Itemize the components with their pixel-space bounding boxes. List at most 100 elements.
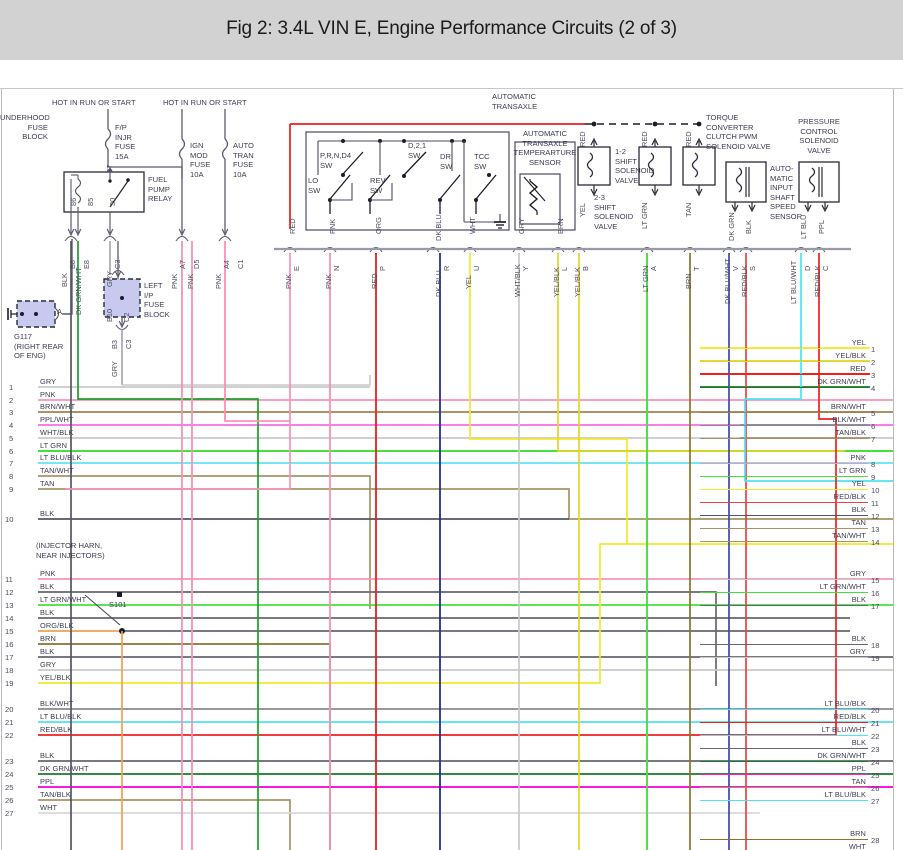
- switch-d21-label: D,2,1 SW: [408, 141, 426, 160]
- right-rail-wire-label: RED/BLK: [833, 712, 866, 721]
- left-rail-wire-label: WHT: [40, 803, 58, 812]
- left-rail-number: 13: [5, 601, 14, 610]
- left-rail-wire-label: BLK: [40, 647, 55, 656]
- tc2-l3: VALVE: [615, 175, 639, 185]
- left-rail-number: 14: [5, 614, 14, 623]
- left-rail-number: 22: [5, 731, 14, 740]
- pin-a4: A4: [222, 259, 231, 269]
- transaxle-pin-v: V: [731, 266, 740, 271]
- left-rail-number: 19: [5, 679, 14, 688]
- transaxle-pin-u: U: [472, 265, 481, 271]
- ufb-line-1: UNDERHOOD: [0, 113, 50, 122]
- right-rail-wire-stub: [700, 489, 868, 490]
- transaxle-color-a: LT GRN: [641, 265, 650, 292]
- right-rail-number: 10: [871, 486, 880, 495]
- left-rail-number: 3: [9, 408, 14, 417]
- right-rail-wire-stub: [700, 412, 868, 413]
- relay-l2: RELAY: [148, 194, 173, 203]
- pin-b10: B10: [105, 308, 114, 322]
- diagram-canvas: UNDERHOOD FUSE BLOCK HOT IN RUN OR START…: [0, 88, 903, 850]
- right-rail-number: 21: [871, 719, 880, 728]
- wire-label-red-4: RED: [684, 131, 693, 147]
- right-rail-wire-label: TAN/WHT: [832, 531, 866, 540]
- left-rail-number: 15: [5, 627, 14, 636]
- transaxle-color-l: YEL/BLK: [552, 267, 561, 297]
- fuse0-l0: F/P: [115, 123, 127, 132]
- g117-l2: OF ENG): [14, 351, 46, 360]
- wire-label-ltgrn: LT GRN: [640, 202, 649, 229]
- right-rail-number: 22: [871, 732, 880, 741]
- left-rail-number: 8: [9, 472, 14, 481]
- right-rail-wire-label: WHT: [848, 842, 866, 850]
- transaxle-color-e: PNK: [284, 273, 293, 289]
- right-rail-wire-stub: [700, 735, 868, 736]
- tc4-l5: SENSOR: [770, 211, 803, 221]
- sw1-l1: SW: [308, 185, 321, 195]
- diagram-frame: [1, 89, 894, 850]
- right-rail-number: 27: [871, 797, 880, 806]
- left-rail-wire-label: LT GRN/WHT: [40, 595, 87, 604]
- right-rail-wire-stub: [700, 748, 868, 749]
- right-rail-wire-stub: [700, 592, 868, 593]
- right-rail-wire-stub: [700, 644, 868, 645]
- pin-c2: C2: [122, 312, 131, 322]
- tc4-l1: MATIC: [770, 173, 794, 183]
- lipfb-l2: FUSE: [144, 300, 165, 309]
- left-rail-wire-label: YEL/BLK: [40, 673, 71, 682]
- sw0-l1: SW: [320, 160, 333, 170]
- switch-rev-label: REV SW: [370, 176, 386, 195]
- transaxle-color-p: RED: [370, 273, 379, 289]
- color-pnk-d5: PNK: [186, 273, 195, 289]
- tcc-pwm-solenoid-label: TORQUE CONVERTER CLUTCH PWM SOLENOID VAL…: [706, 113, 771, 151]
- transaxle-color-d: LT BLU/WHT: [789, 260, 798, 304]
- left-rail-wire-label: WHT/BLK: [40, 428, 74, 437]
- transaxle-pin-e: E: [292, 266, 301, 271]
- wire-label-red-2: RED: [578, 131, 587, 147]
- sw2-l0: REV: [370, 176, 386, 185]
- left-rail-wire-label: TAN/WHT: [40, 466, 74, 475]
- temperature-sensor-label: AUTOMATIC TRANSAXLE TEMPERARTURE SENSOR: [508, 129, 582, 167]
- right-rail-wire-label: BLK/WHT: [832, 415, 866, 424]
- right-rail-number: 9: [871, 473, 876, 482]
- pin-c3: C3: [113, 259, 122, 269]
- tc0-l1: TRANSAXLE: [522, 138, 568, 148]
- right-rail-wire-label: DK GRN/WHT: [817, 377, 866, 386]
- lipfb-l0: LEFT: [144, 281, 163, 290]
- tc4-l3: SHAFT: [770, 192, 795, 202]
- wire-label-ppl: PPL: [817, 220, 826, 234]
- fp-injr-fuse-label: F/P INJR FUSE 15A: [115, 123, 135, 161]
- right-rail-wire-label: RED/BLK: [833, 492, 866, 501]
- left-rail-wire-label: BLK: [40, 582, 55, 591]
- right-rail-wire-stub: [700, 579, 868, 580]
- right-rail-wire-label: RED: [850, 364, 866, 373]
- left-rail-wire-label: PNK: [40, 390, 56, 399]
- left-rail-number: 17: [5, 653, 14, 662]
- left-rail-number: 1: [9, 383, 14, 392]
- right-rail-wire-stub: [700, 761, 868, 762]
- right-rail-wire-label: BLK: [851, 634, 866, 643]
- wire-label-brn-e: BRN: [556, 218, 565, 234]
- fuse1-l3: 10A: [190, 169, 204, 179]
- left-rail-number: 11: [5, 575, 13, 584]
- right-rail-number: 11: [871, 499, 879, 508]
- tc1-l3: VALVE: [594, 221, 618, 231]
- left-rail-number: 12: [5, 588, 14, 597]
- left-rail-number: 2: [9, 396, 14, 405]
- left-rail-number: 20: [5, 705, 14, 714]
- wire-label-dkblu-b: DK BLU: [434, 214, 443, 241]
- left-rail-wire-label: PNK: [40, 569, 56, 578]
- right-rail-wire-stub: [700, 722, 868, 723]
- tc3-l1: CONVERTER: [706, 122, 754, 132]
- transaxle-pin-s: S: [748, 266, 757, 271]
- tc5-l0: PRESSURE: [798, 117, 840, 126]
- sw2-l1: SW: [370, 185, 383, 195]
- fuse2-l3: 10A: [233, 169, 247, 179]
- right-rail-wire-stub: [700, 502, 868, 503]
- sw4-l0: DR: [440, 152, 451, 161]
- underhood-fuse-block-label: UNDERHOOD FUSE BLOCK: [0, 113, 50, 142]
- automatic-transaxle-label: AUTOMATIC TRANSAXLE: [492, 92, 537, 111]
- right-rail-wire-label: BRN: [850, 829, 866, 838]
- fuse2-l1: TRAN: [233, 150, 254, 160]
- left-rail-wire-label: TAN/BLK: [40, 790, 71, 799]
